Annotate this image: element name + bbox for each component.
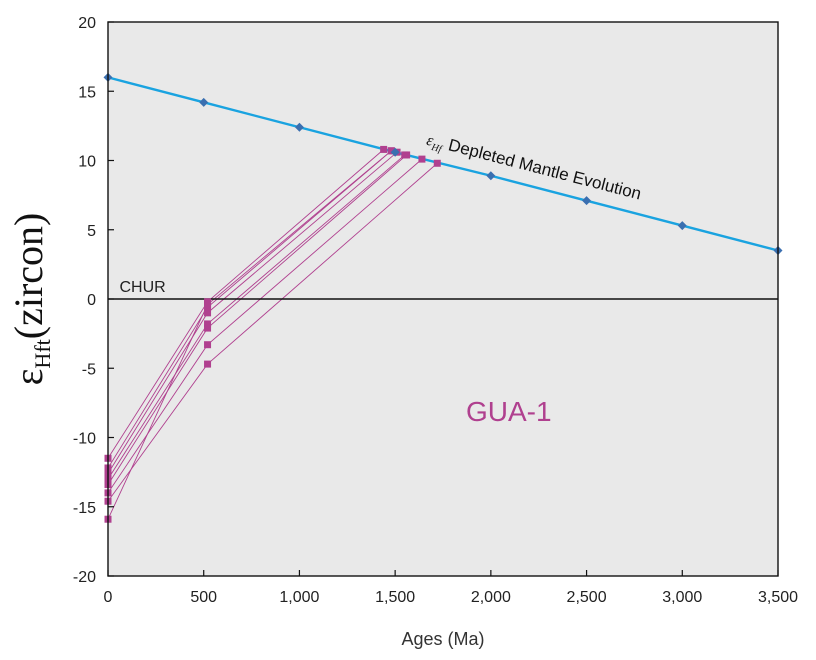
- y-axis-title-rest: (zircon): [6, 213, 51, 340]
- y-axis-title-symbol: ε: [6, 369, 51, 386]
- axis-ticks-group: 0 500 1,000 1,500 2,000 2,500 3,000 3,500 -20 -15…: [73, 15, 798, 606]
- x-tick-label: 2,500: [567, 589, 607, 606]
- y-tick-label: 5: [87, 223, 96, 240]
- depleted-mantle-group: [107, 76, 779, 252]
- x-tick-label: 500: [190, 589, 217, 606]
- sample-point: [204, 360, 212, 368]
- depleted-mantle-point: [294, 122, 304, 132]
- dm-label-subscript: Hf: [429, 142, 444, 156]
- depleted-mantle-point: [582, 196, 592, 206]
- y-axis-title-subscript: Hft: [30, 339, 55, 368]
- sample-point: [204, 301, 212, 309]
- y-axis-title: εHft(zircon): [6, 213, 55, 386]
- sample-point: [433, 159, 441, 167]
- y-tick-label: 0: [87, 292, 96, 309]
- y-tick-label: -5: [82, 361, 96, 378]
- sample-point: [380, 145, 388, 153]
- chur-label: CHUR: [119, 279, 165, 296]
- y-tick-label: -15: [73, 500, 96, 517]
- sample-point: [204, 320, 212, 328]
- svg-text:εHft(zircon): εHft(zircon): [6, 213, 55, 386]
- y-tick-label: 15: [78, 84, 96, 101]
- x-tick-label: 1,000: [279, 589, 319, 606]
- sample-label: GUA-1: [466, 396, 552, 427]
- x-tick-label: 2,000: [471, 589, 511, 606]
- x-tick-label: 3,000: [662, 589, 702, 606]
- sample-point: [387, 147, 395, 155]
- y-tick-label: 20: [78, 15, 96, 32]
- y-tick-label: -20: [73, 569, 96, 586]
- depleted-mantle-point: [199, 97, 209, 107]
- sample-point: [204, 341, 212, 349]
- sample-point: [403, 151, 411, 159]
- y-tick-label: -10: [73, 431, 96, 448]
- x-tick-label: 1,500: [375, 589, 415, 606]
- x-tick-label: 3,500: [758, 589, 798, 606]
- x-tick-label: 0: [104, 589, 113, 606]
- depleted-mantle-line: [107, 76, 779, 252]
- sample-point: [418, 155, 426, 163]
- dm-label-epsilon: ε: [425, 132, 436, 150]
- depleted-mantle-point: [390, 147, 400, 157]
- depleted-mantle-point: [486, 171, 496, 181]
- x-axis-title: Ages (Ma): [401, 629, 484, 649]
- y-tick-label: 10: [78, 154, 96, 171]
- sample-point: [204, 324, 212, 332]
- depleted-mantle-point: [677, 221, 687, 231]
- sample-point: [204, 309, 212, 317]
